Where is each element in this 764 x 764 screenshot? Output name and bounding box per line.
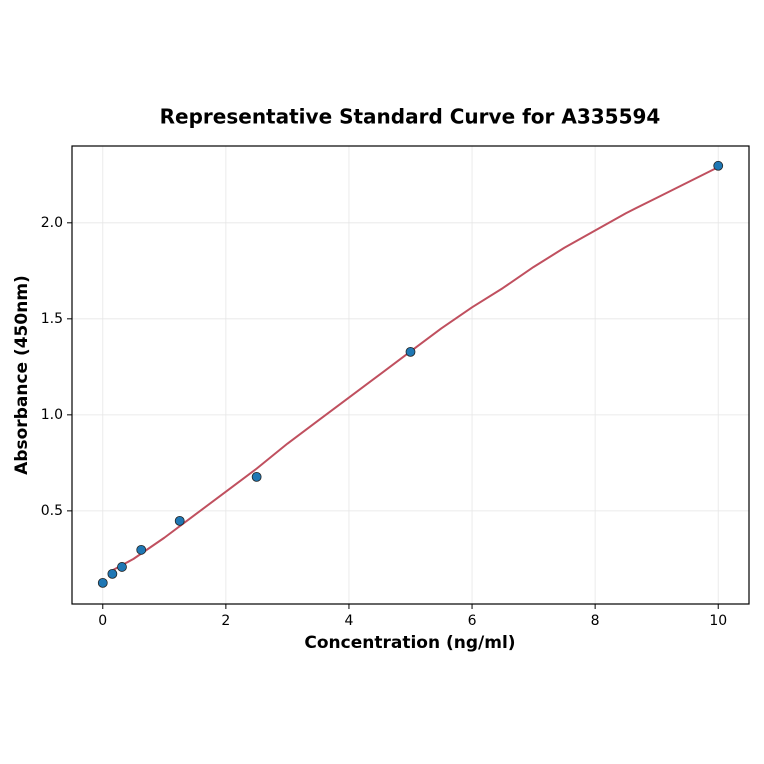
- data-point: [136, 544, 147, 555]
- data-point: [251, 471, 262, 482]
- x-tick-label: 8: [591, 613, 600, 629]
- data-point: [405, 346, 416, 357]
- plot-frame: [71, 145, 750, 605]
- data-point: [97, 577, 108, 588]
- chart-title: Representative Standard Curve for A33559…: [160, 105, 661, 129]
- data-point: [174, 515, 185, 526]
- x-axis-label: Concentration (ng/ml): [304, 633, 515, 653]
- data-point: [713, 160, 724, 171]
- y-tick-label: 1.5: [41, 311, 63, 327]
- x-tick-label: 4: [344, 613, 353, 629]
- data-point: [117, 562, 127, 572]
- data-point: [107, 568, 118, 579]
- x-tick-label: 0: [98, 613, 107, 629]
- y-tick-label: 2.0: [41, 215, 63, 231]
- x-tick-label: 10: [709, 613, 727, 629]
- y-axis-label: Absorbance (450nm): [12, 275, 32, 475]
- y-tick-label: 0.5: [41, 503, 63, 519]
- y-tick-label: 1.0: [41, 407, 63, 423]
- x-tick-label: 6: [468, 613, 477, 629]
- x-tick-label: 2: [221, 613, 230, 629]
